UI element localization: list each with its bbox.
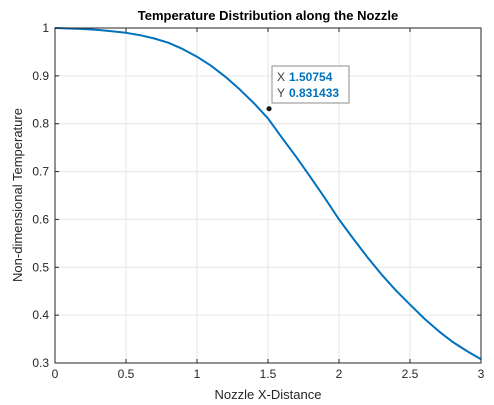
axes <box>54 27 482 364</box>
y-tick-label: 1 <box>42 21 49 35</box>
x-tick-label: 1.5 <box>260 367 277 381</box>
x-tick-label: 2 <box>336 367 343 381</box>
x-tick-label: 0.5 <box>118 367 135 381</box>
x-tick-label: 1 <box>194 367 201 381</box>
data-tip-y-label: Y <box>277 86 285 100</box>
data-tip-x-label: X <box>277 70 285 84</box>
data-tip[interactable]: X 1.50754 Y 0.831433 <box>265 65 350 113</box>
chart-title: Temperature Distribution along the Nozzl… <box>138 8 399 23</box>
y-tick-label: 0.6 <box>32 212 49 226</box>
x-tick-label: 3 <box>478 367 485 381</box>
x-axis-label: Nozzle X-Distance <box>215 387 322 402</box>
series-line <box>54 27 482 361</box>
data-tip-x-value: 1.50754 <box>289 70 333 84</box>
x-tick-label: 2.5 <box>402 367 419 381</box>
y-tick-label: 0.9 <box>32 69 49 83</box>
data-tip-marker[interactable] <box>265 105 273 113</box>
y-tick-label: 0.7 <box>32 165 49 179</box>
x-tick-label: 0 <box>52 367 59 381</box>
y-tick-label: 0.3 <box>32 356 49 370</box>
series-group <box>54 27 482 361</box>
y-tick-label: 0.8 <box>32 117 49 131</box>
grid-lines <box>55 28 481 363</box>
y-axis-label: Non-dimensional Temperature <box>10 108 25 282</box>
y-tick-label: 0.4 <box>32 308 49 322</box>
tick-labels: 0 0.5 1 1.5 2 2.5 3 0.3 0.4 0.5 0.6 0.7 0.8 0.9 1 <box>32 21 484 381</box>
data-tip-box <box>271 65 350 104</box>
y-tick-label: 0.5 <box>32 260 49 274</box>
data-tip-y-value: 0.831433 <box>289 86 339 100</box>
